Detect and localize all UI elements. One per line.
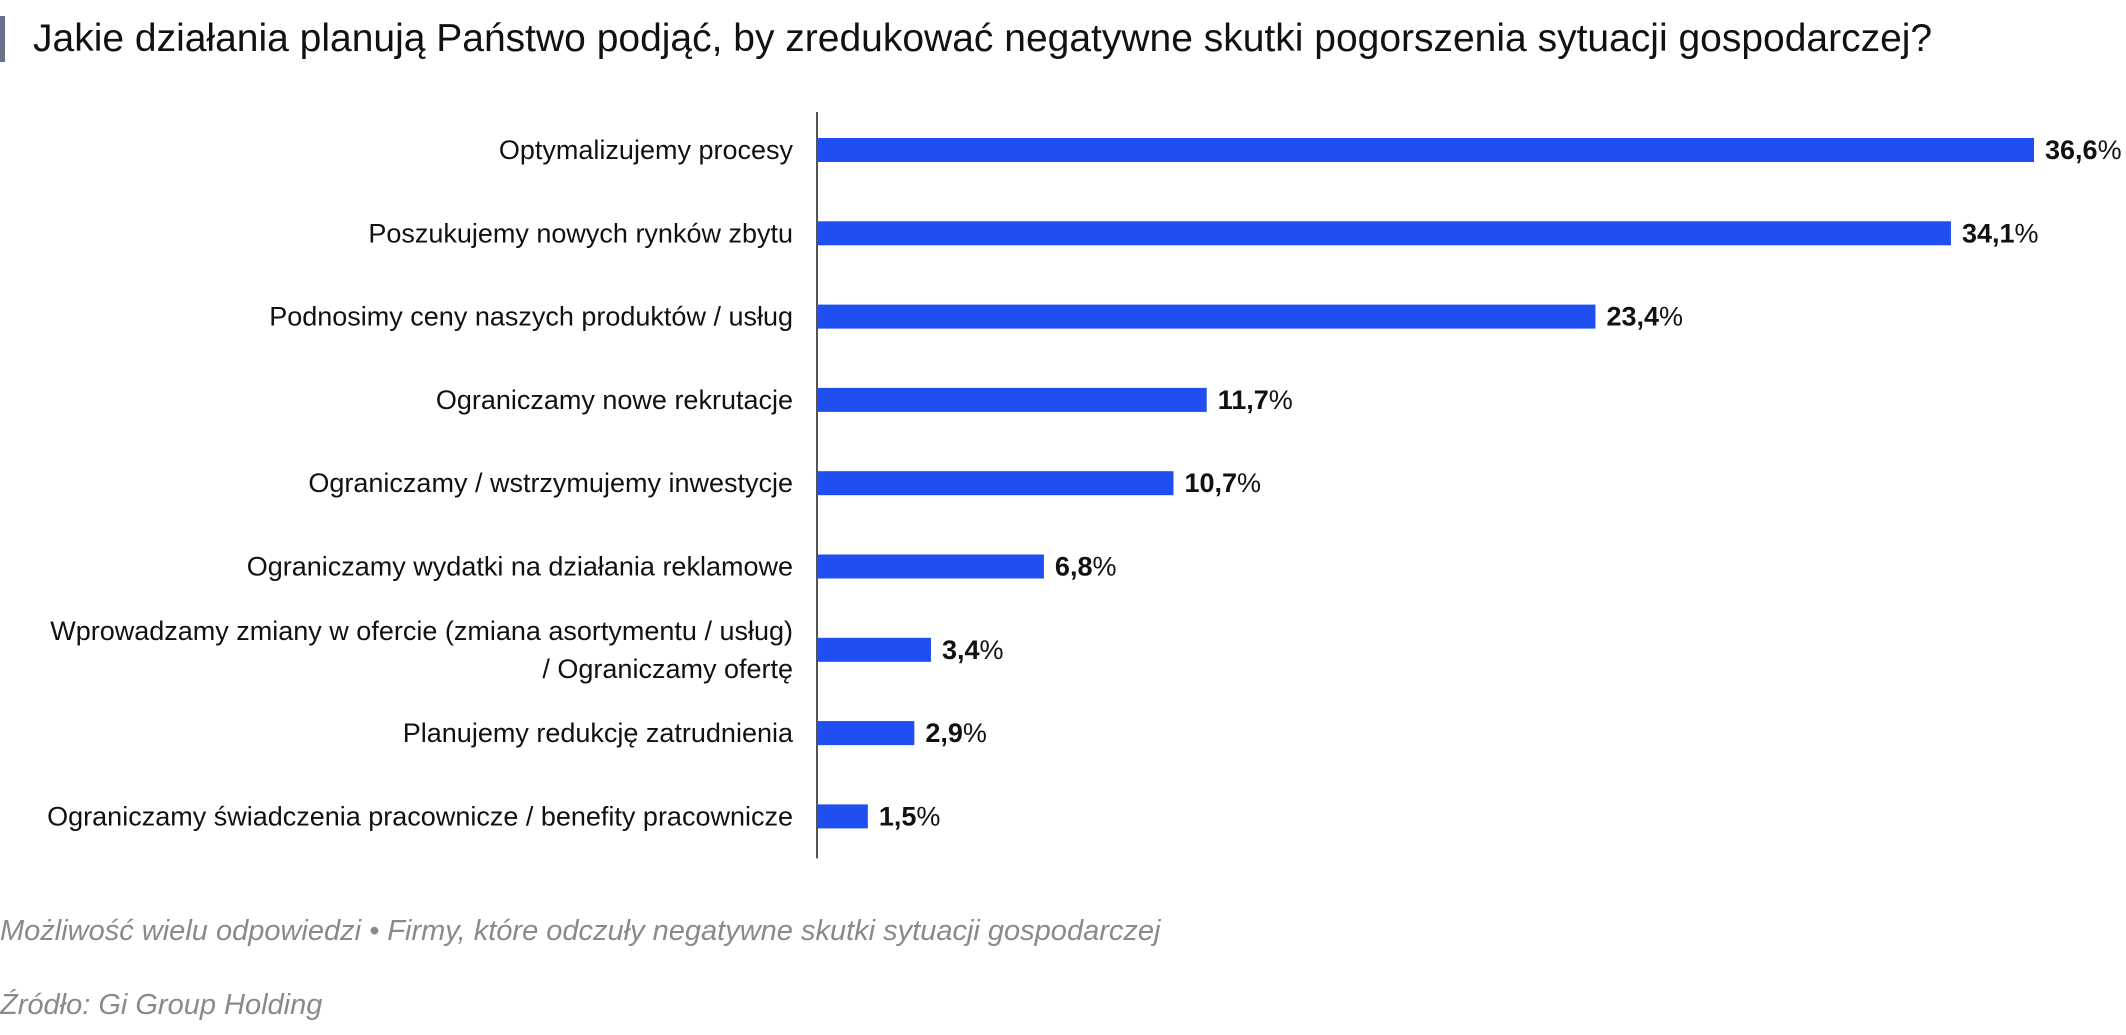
category-label-5: Ograniczamy / wstrzymujemy inwestycje	[308, 468, 793, 498]
bar-chart: Optymalizujemy procesy 36,6% Poszukujemy n…	[47, 112, 2122, 859]
category-label-2: Poszukujemy nowych rynków zbytu	[368, 218, 793, 248]
value-label-8: 2,9%	[925, 718, 987, 748]
bar-8	[818, 721, 915, 746]
bar-3	[818, 304, 1596, 329]
value-label-7: 3,4%	[942, 635, 1004, 665]
category-label-9: Ograniczamy świadczenia pracownicze / be…	[47, 801, 793, 831]
bar-2	[818, 221, 1951, 246]
category-label-6: Ograniczamy wydatki na działania reklamo…	[247, 552, 793, 582]
bar-4	[818, 387, 1207, 412]
footnote-source: Źródło: Gi Group Holding	[0, 989, 323, 1021]
bar-1	[818, 138, 2034, 162]
bar-6	[818, 554, 1044, 579]
bar-5	[818, 471, 1174, 496]
category-label-8: Planujemy redukcję zatrudnienia	[403, 718, 794, 748]
value-label-2: 34,1%	[1962, 218, 2039, 248]
category-label-4: Ograniczamy nowe rekrutacje	[436, 385, 793, 415]
value-label-4: 11,7%	[1218, 385, 1293, 415]
bar-9	[818, 804, 868, 829]
footnote-note: Możliwość wielu odpowiedzi • Firmy, któr…	[0, 915, 1161, 947]
value-label-3: 23,4%	[1606, 302, 1683, 332]
chart-title: Jakie działania planują Państwo podjąć, …	[33, 17, 1933, 60]
category-label-1: Optymalizujemy procesy	[499, 135, 794, 165]
category-label-3: Podnosimy ceny naszych produktów / usług	[269, 302, 793, 332]
value-label-1: 36,6%	[2045, 135, 2122, 165]
bar-7	[818, 637, 931, 662]
value-label-6: 6,8%	[1055, 552, 1117, 582]
value-label-5: 10,7%	[1184, 468, 1261, 498]
value-label-9: 1,5%	[879, 801, 941, 831]
category-label-7: Wprowadzamy zmiany w ofercie (zmiana aso…	[50, 616, 793, 684]
title-accent-bar	[0, 16, 5, 62]
